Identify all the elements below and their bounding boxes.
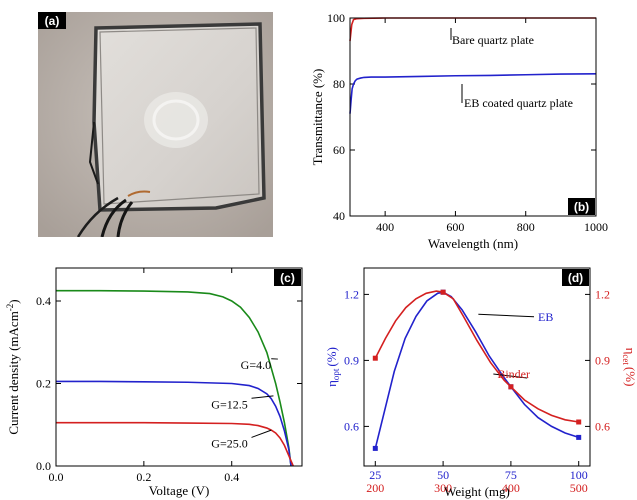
panel-b-label: (b) [574, 200, 589, 214]
efficiency-chart: 25 50 75 100 200 300 400 500 0.6 0.6 0.9 0.9 1.2 1.2 E… [324, 267, 637, 499]
panel-c-label-bg [274, 269, 301, 286]
b-y-tick-label: 100 [327, 11, 345, 25]
b-x-tick-label: 800 [517, 220, 535, 234]
transmittance-chart: 400 600 800 1000 40 60 80 100 Wavelength (nm) T… [310, 11, 608, 251]
d-data-point [372, 445, 378, 451]
d-left-y-axis-label: ηopt(%) [324, 347, 341, 387]
d-left-y-tick-label: 0.9 [344, 353, 359, 367]
d-data-point [576, 434, 582, 440]
d-top-x-tick-label: 100 [570, 468, 588, 482]
d-right-y-tick-label: 0.9 [595, 353, 610, 367]
panel-d-label-bg [562, 269, 589, 286]
d-annotation-label: Binder [497, 367, 530, 381]
d-plot-frame [363, 267, 591, 467]
d-data-point [372, 355, 378, 361]
d-top-x-tick-label: 25 [369, 468, 381, 482]
panel-a-label-bg [38, 12, 66, 29]
panel-c-label: (c) [280, 271, 295, 285]
d-top-x-tick-label: 50 [437, 468, 449, 482]
b-series-label-bare: Bare quartz plate [452, 33, 534, 47]
b-y-axis-label: Transmittance (%) [310, 69, 325, 166]
c-annotation-label: G=12.5 [211, 397, 247, 411]
d-annotation-arrow [478, 313, 535, 318]
b-series-label-coated: EB coated quartz plate [464, 96, 573, 110]
b-x-tick-label: 600 [446, 220, 464, 234]
c-series-line-0 [56, 289, 292, 467]
d-data-point [440, 289, 446, 295]
b-y-tick-label: 40 [333, 209, 345, 223]
d-annotation-arrow [493, 373, 528, 379]
c-annotation-label: G=4.0 [241, 358, 271, 372]
c-annotation-arrow [251, 429, 272, 438]
c-x-tick-label: 0.0 [49, 470, 64, 484]
d-bottom-x-tick-label: 300 [434, 481, 452, 495]
b-series-line-1 [349, 72, 597, 114]
panel-d-label: (d) [568, 271, 583, 285]
quartz-plate-photo: (a) [38, 12, 273, 238]
d-right-y-tick-label: 0.6 [595, 419, 610, 433]
b-x-tick-label: 1000 [584, 220, 608, 234]
b-y-tick-label: 80 [333, 77, 345, 91]
c-x-tick-label: 0.2 [136, 470, 151, 484]
b-x-axis-label: Wavelength (nm) [428, 236, 518, 251]
c-annotation-arrow [251, 395, 274, 399]
panel-b-label-bg [568, 198, 595, 215]
d-left-y-tick-label: 0.6 [344, 419, 359, 433]
c-series-line-2 [56, 421, 294, 467]
d-bottom-x-tick-label: 500 [570, 481, 588, 495]
d-bottom-x-tick-label: 200 [366, 481, 384, 495]
d-right-y-axis-label: ηcet(%) [621, 348, 637, 387]
d-series-line-0 [374, 291, 579, 449]
c-x-axis-label: Voltage (V) [149, 483, 210, 498]
photo-panel: (a) [38, 12, 273, 238]
c-series-line-1 [56, 380, 292, 467]
d-left-y-tick-label: 1.2 [344, 287, 359, 301]
c-y-tick-label: 0.0 [36, 459, 51, 473]
d-bottom-x-tick-label: 400 [502, 481, 520, 495]
jv-curve-chart: 0.0 0.2 0.4 0.0 0.2 0.4 G=4.0 G=12.5 G=25.0 Volt… [5, 267, 303, 498]
c-y-tick-label: 0.2 [36, 377, 51, 391]
d-right-y-tick-label: 1.2 [595, 287, 610, 301]
d-data-point [508, 384, 514, 390]
b-y-tick-label: 60 [333, 143, 345, 157]
panel-a-label: (a) [45, 14, 60, 28]
b-x-tick-label: 400 [376, 220, 394, 234]
d-x-axis-label: Weight (mg) [444, 484, 510, 499]
c-annotation-label: G=25.0 [211, 436, 247, 450]
d-data-point [576, 419, 582, 425]
c-y-tick-label: 0.4 [36, 294, 51, 308]
c-x-tick-label: 0.4 [224, 470, 239, 484]
c-plot-frame [55, 267, 303, 467]
c-y-axis-label: Current density (mAcm-2) [5, 299, 21, 434]
d-series-line-1 [374, 290, 579, 423]
d-annotation-label: EB [538, 310, 553, 324]
b-plot-frame [349, 17, 597, 217]
d-top-x-tick-label: 75 [505, 468, 517, 482]
